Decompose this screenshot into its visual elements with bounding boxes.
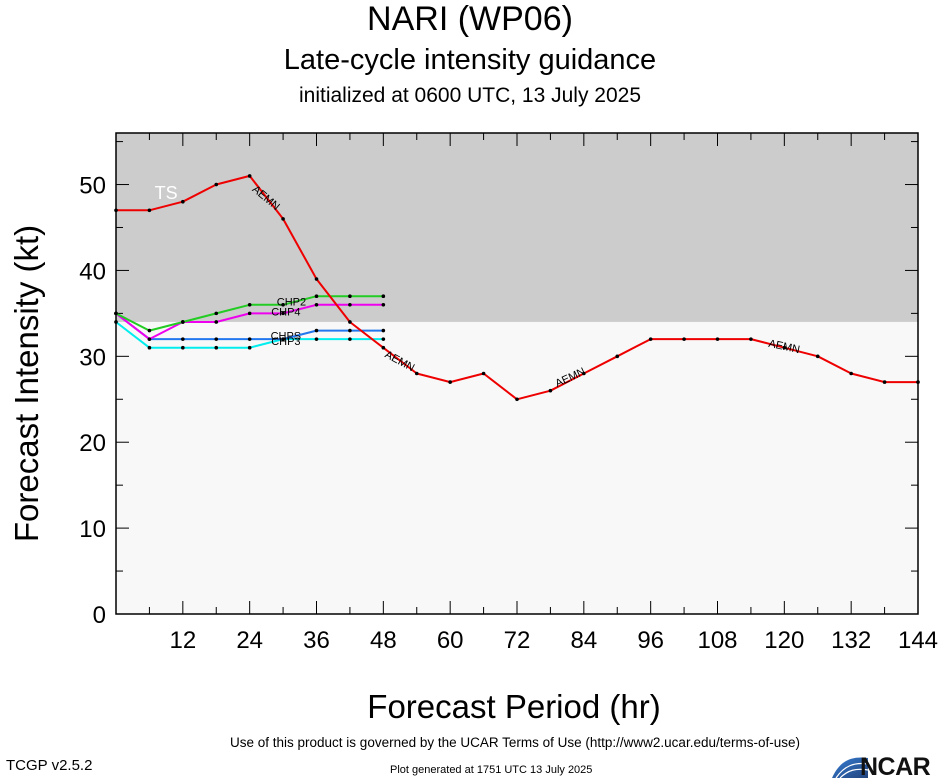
data-point-chp2 [181,320,185,324]
ncar-logo-text: NCAR [860,753,931,781]
data-point-aemn [749,337,753,341]
x-tick-label: 108 [697,627,737,654]
x-tick-label: 24 [236,627,263,654]
data-point-aemn [916,380,920,384]
data-point-aemn [147,208,152,213]
data-point-chp2 [147,328,152,333]
data-point-aemn [515,397,519,402]
data-point-aemn [548,388,553,393]
band-label-ts: TS [155,183,178,203]
data-point-aemn [414,371,419,376]
data-point-chp3 [114,320,118,324]
version-label: TCGP v2.5.2 [6,757,93,774]
series-label-chp3: CHP3 [271,336,300,348]
ncar-wave-icon [832,757,869,779]
data-point-aemn [882,380,887,384]
data-point-chp3 [314,337,319,341]
data-point-aemn [381,345,386,350]
data-point-aemn [782,345,787,350]
data-point-aemn [648,337,653,341]
chart-title: NARI (WP06) [367,0,573,38]
data-point-chp4 [348,302,352,307]
x-tick-label: 72 [504,627,531,654]
y-tick-label: 50 [79,173,106,200]
ncar-logo: NCAR [830,752,938,781]
series-label-chp2: CHP2 [277,296,306,308]
data-point-chps [247,337,252,341]
x-tick-label: 132 [831,627,871,654]
data-point-aemn [615,354,620,359]
x-tick-label: 48 [370,627,397,654]
data-point-chps [214,337,219,341]
data-point-chp4 [314,302,319,307]
x-axis-label: Forecast Period (hr) [367,688,660,725]
data-point-chps [281,337,285,341]
data-point-aemn [181,199,185,204]
chart-subtitle: Late-cycle intensity guidance [283,44,657,76]
data-point-chp4 [147,337,152,341]
series-label-chps: CHPS [271,331,302,343]
data-point-chp3 [381,337,386,341]
data-point-chp3 [348,337,352,341]
data-point-aemn [114,208,118,213]
data-point-chp4 [214,320,219,324]
data-point-chp2 [348,294,352,298]
intensity-band-below-ts [116,321,918,614]
data-point-aemn [815,354,820,359]
x-tick-label: 96 [637,627,664,654]
series-label-chp4: CHP4 [271,307,300,319]
data-point-chp4 [247,311,252,316]
data-point-aemn [247,174,252,178]
data-point-chp3 [247,345,252,350]
data-point-chps [314,328,319,333]
data-point-aemn [481,371,486,376]
data-point-aemn [448,380,452,384]
data-point-chp4 [381,302,386,307]
init-time-line: initialized at 0600 UTC, 13 July 2025 [298,84,642,107]
terms-of-use-text: Use of this product is governed by the U… [230,735,800,750]
data-point-chps [381,328,386,333]
intensity-band-ts [116,133,918,322]
x-tick-label: 12 [169,627,196,654]
x-tick-label: 36 [303,627,330,654]
data-point-chp3 [214,345,219,350]
y-tick-label: 40 [79,258,106,285]
x-tick-label: 144 [898,627,938,654]
x-tick-label: 120 [764,627,804,654]
data-point-aemn [582,371,586,376]
data-point-aemn [281,217,285,221]
data-point-chps [181,337,185,341]
data-point-chp4 [281,311,285,316]
x-tick-label: 60 [437,627,464,654]
data-point-chp2 [381,294,386,298]
data-point-chp2 [214,311,219,316]
data-point-aemn [348,320,352,324]
x-tick-label: 84 [570,627,597,654]
y-tick-label: 20 [79,430,106,457]
data-point-chp3 [181,345,185,350]
data-point-chp2 [247,302,252,307]
data-point-chp2 [281,302,285,307]
data-point-aemn [314,277,319,281]
data-point-aemn [849,371,853,376]
y-tick-label: 30 [79,344,106,371]
data-point-aemn [715,337,720,341]
data-point-aemn [214,182,219,187]
data-point-aemn [682,337,686,341]
y-axis-label: Forecast Intensity (kt) [8,225,45,542]
y-tick-label: 10 [79,516,106,543]
data-point-chp2 [114,311,118,316]
generated-timestamp: Plot generated at 1751 UTC 13 July 2025 [390,764,593,776]
y-tick-label: 0 [93,602,106,629]
intensity-chart: TS 12 24 36 48 60 72 84 96 108 120 132 144 0 10 20 30 40 5… [8,132,938,725]
data-point-chp3 [147,345,152,350]
data-point-chps [348,328,352,333]
data-point-chp2 [314,294,319,298]
